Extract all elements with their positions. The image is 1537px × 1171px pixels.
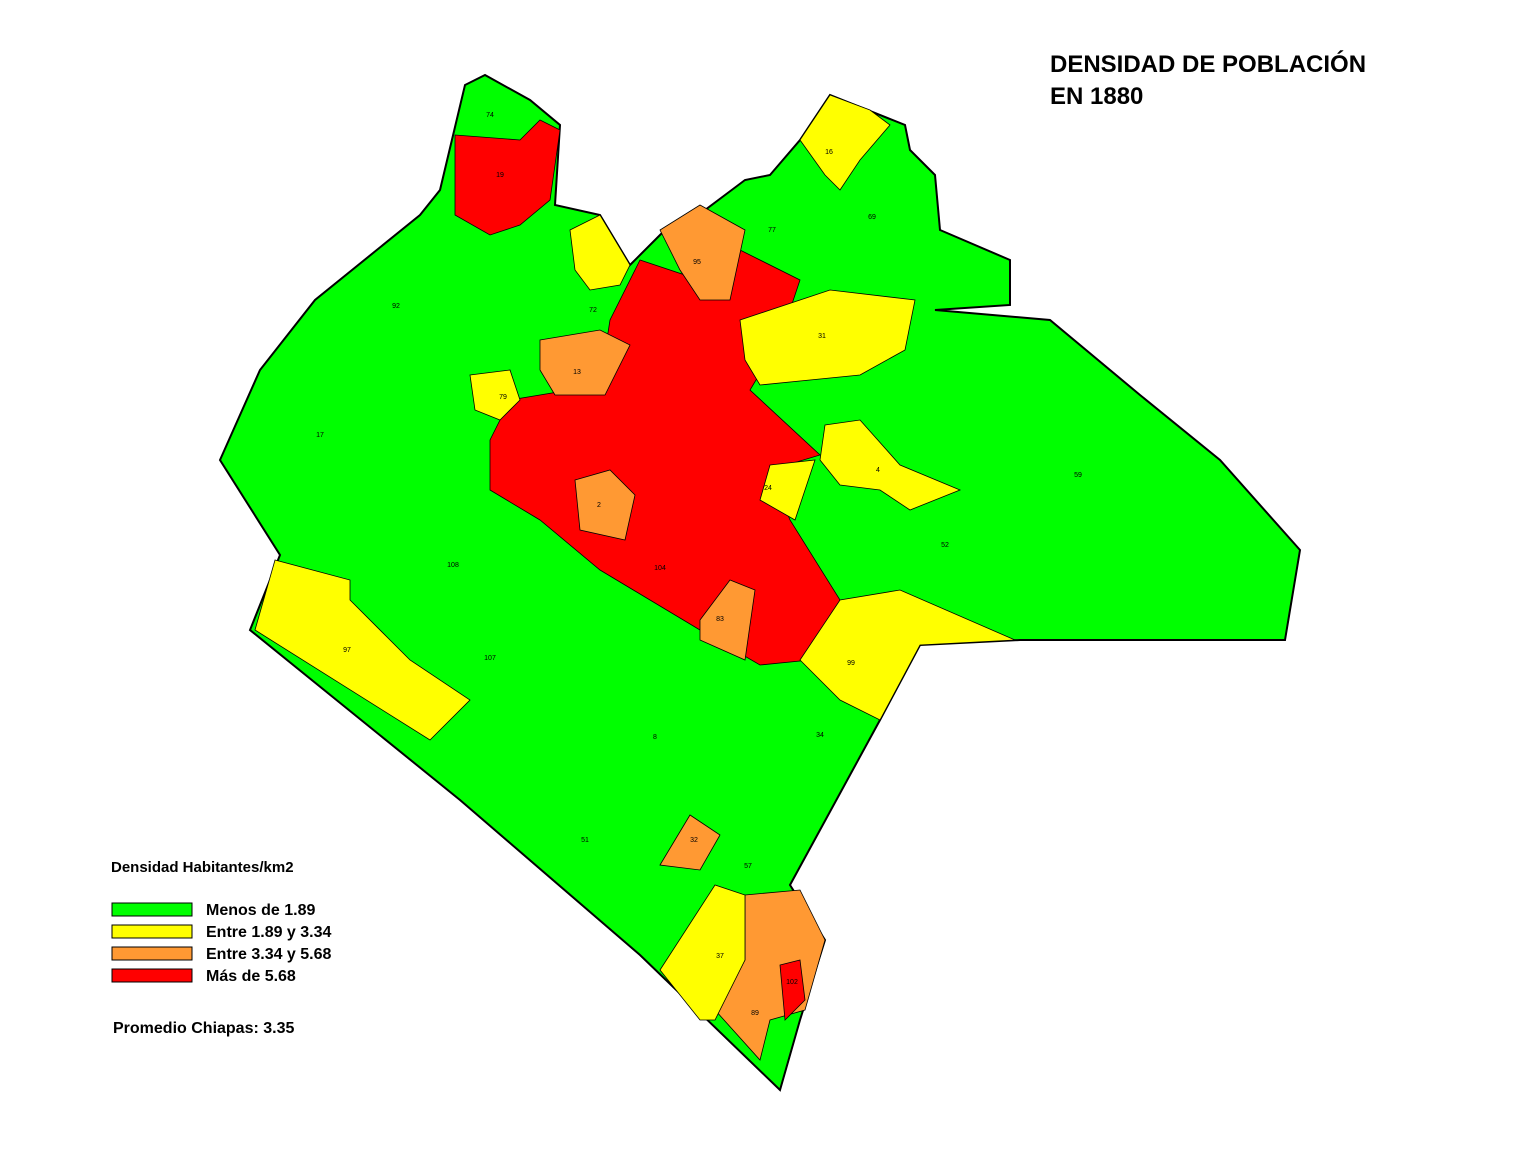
region [469, 369, 521, 421]
region-label: 83 [716, 616, 724, 623]
legend-swatch [111, 902, 193, 917]
region [539, 329, 631, 396]
region-label: 19 [496, 172, 504, 179]
region-label: 2 [597, 502, 601, 509]
region-label: 69 [868, 214, 876, 221]
region-label: 99 [847, 660, 855, 667]
region-label: 97 [343, 647, 351, 654]
region-label: 95 [693, 259, 701, 266]
region [659, 814, 721, 871]
region-label: 89 [751, 1010, 759, 1017]
region [779, 959, 806, 1021]
region [759, 459, 816, 521]
title-line: EN 1880 [1050, 83, 1143, 110]
region-label: 8 [653, 734, 657, 741]
region-label: 104 [654, 565, 666, 572]
region-label: 72 [589, 307, 597, 314]
region [569, 214, 631, 291]
legend: Menos de 1.89 Entre 1.89 y 3.34 Entre 3.34… [111, 902, 332, 985]
region-label: 13 [573, 369, 581, 376]
region-label: 59 [1074, 472, 1082, 479]
legend-label: Entre 3.34 y 5.68 [206, 946, 332, 963]
region [699, 579, 756, 661]
region-label: 108 [447, 562, 459, 569]
region-label: 107 [484, 655, 496, 662]
legend-title: Densidad Habitantes/km2 [111, 859, 294, 876]
region-label: 31 [818, 333, 826, 340]
region [454, 119, 561, 236]
region [819, 419, 962, 511]
region [739, 289, 916, 386]
region [574, 469, 636, 541]
legend-label: Entre 1.89 y 3.34 [206, 924, 332, 941]
region-label: 79 [499, 394, 507, 401]
legend-swatch [111, 924, 193, 939]
region-label: 52 [941, 542, 949, 549]
region [254, 559, 471, 741]
region-label: 17 [316, 432, 324, 439]
region-label: 57 [744, 863, 752, 870]
region-label: 4 [876, 467, 880, 474]
title-line: DENSIDAD DE POBLACIÓN [1050, 50, 1366, 78]
region-label: 34 [816, 732, 824, 739]
region-label: 77 [768, 227, 776, 234]
region-label: 16 [825, 149, 833, 156]
legend-label: Menos de 1.89 [206, 902, 315, 919]
legend-swatch [111, 946, 193, 961]
region-label: 37 [716, 953, 724, 960]
region-label: 102 [786, 979, 798, 986]
legend-label: Más de 5.68 [206, 968, 296, 985]
region [659, 204, 746, 301]
region-label: 74 [486, 112, 494, 119]
region-label: 92 [392, 303, 400, 310]
legend-swatch [111, 968, 193, 983]
note: Promedio Chiapas: 3.35 [113, 1020, 294, 1037]
region [659, 884, 746, 1021]
region-label: 32 [690, 837, 698, 844]
regions: 59 74 92 17 108 107 69 52 77 8 51 34 57 104 19 31 4 16 97 9… [218, 73, 1302, 1092]
region-label: 24 [764, 485, 772, 492]
region [799, 94, 891, 191]
region-label: 51 [581, 837, 589, 844]
region [799, 589, 1016, 721]
